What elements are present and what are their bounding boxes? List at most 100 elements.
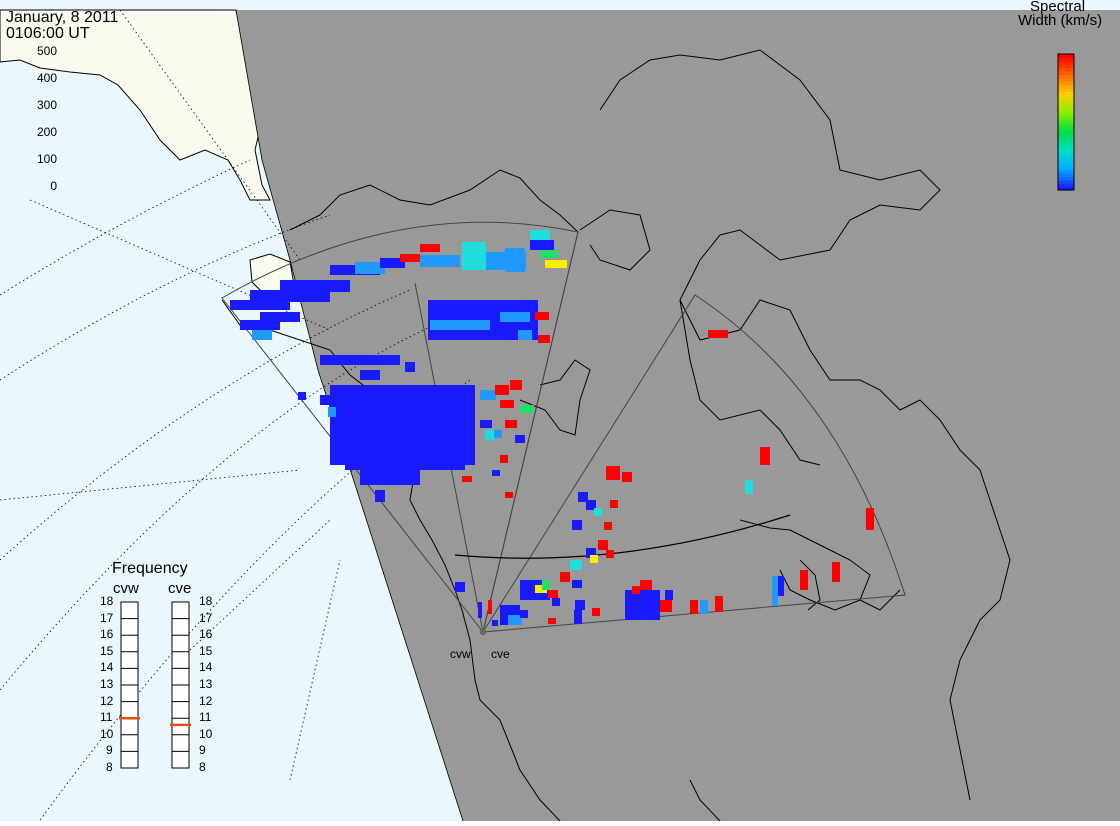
- colorbar-segment: [1058, 111, 1074, 116]
- frequency-tick-left: 11: [100, 710, 113, 725]
- radar-echo: [604, 522, 612, 530]
- radar-echo: [240, 320, 280, 330]
- colorbar-segment: [1058, 94, 1074, 99]
- radar-echo: [505, 248, 525, 272]
- border-line: [454, 514, 791, 559]
- colorbar-segment: [1058, 132, 1074, 137]
- colorbar-segment: [1058, 64, 1074, 69]
- radar-echo: [500, 312, 530, 322]
- colorbar-segment: [1058, 122, 1074, 126]
- radar-echo: [800, 570, 808, 590]
- radar-echo: [570, 560, 582, 570]
- colorbar-segment: [1058, 152, 1074, 157]
- radar-echo: [230, 300, 290, 310]
- radar-echo: [360, 370, 380, 380]
- radar-echo: [760, 447, 770, 465]
- radar-echo: [400, 254, 420, 262]
- frequency-tick-right: 13: [199, 677, 213, 691]
- frequency-tick-left: 18: [100, 594, 114, 608]
- frequency-tick-left: 17: [100, 610, 114, 625]
- radar-echo: [832, 562, 840, 582]
- radar-returns: [230, 230, 874, 626]
- colorbar-segment: [1058, 176, 1074, 181]
- radar-echo: [328, 407, 336, 417]
- radar-echo: [520, 610, 528, 618]
- frequency-tick-right: 8: [199, 760, 206, 774]
- radar-echo: [478, 602, 482, 618]
- radar-echo: [866, 508, 874, 530]
- radar-echo: [488, 600, 492, 614]
- radar-echo: [606, 550, 614, 558]
- radar-echo: [772, 576, 778, 606]
- radar-echo: [420, 255, 460, 267]
- radar-echo: [505, 492, 513, 498]
- frequency-tick-left: 14: [100, 660, 114, 675]
- colorbar-segment: [1058, 105, 1074, 109]
- frequency-label-cve: cve: [168, 580, 192, 597]
- colorbar-segment: [1058, 71, 1074, 75]
- radar-echo: [500, 400, 514, 408]
- colorbar-segment: [1058, 183, 1074, 188]
- radar-echo: [545, 260, 567, 268]
- radar-echo: [320, 355, 400, 365]
- radar-echo: [420, 244, 440, 252]
- frequency-tick-right: 10: [199, 726, 213, 741]
- radar-echo: [560, 572, 570, 582]
- radar-echo: [700, 600, 708, 614]
- radar-echo: [375, 490, 385, 502]
- radar-echo: [778, 576, 784, 596]
- radar-echo: [462, 242, 486, 270]
- frequency-tick-right: 17: [199, 610, 213, 625]
- radar-echo: [575, 600, 585, 610]
- colorbar-segment: [1058, 179, 1074, 184]
- colorbar-tick: 0: [50, 179, 57, 193]
- radar-echo: [298, 392, 306, 400]
- colorbar-segment: [1058, 77, 1074, 82]
- colorbar-segment: [1058, 57, 1074, 62]
- frequency-tick-right: 9: [199, 743, 206, 758]
- radar-echo: [455, 582, 465, 592]
- radar-echo: [586, 500, 596, 510]
- radar-echo: [598, 540, 608, 550]
- radar-echo: [592, 608, 600, 616]
- radar-echo: [640, 580, 652, 590]
- radar-echo: [492, 470, 500, 476]
- colorbar-segment: [1058, 60, 1074, 65]
- radar-echo: [485, 430, 495, 440]
- colorbar-segment: [1058, 156, 1074, 160]
- radar-echo: [535, 312, 549, 320]
- frequency-title: Frequency: [112, 560, 188, 577]
- colorbar-tick: 500: [36, 44, 57, 58]
- colorbar-segment: [1058, 88, 1074, 92]
- frequency-tick-right: 14: [199, 660, 213, 675]
- radar-echo: [574, 610, 582, 624]
- radar-echo: [715, 596, 723, 612]
- radar-echo: [360, 455, 420, 485]
- radar-echo: [586, 548, 596, 558]
- frequency-tick-right: 18: [199, 594, 213, 608]
- radar-echo: [430, 320, 490, 330]
- radar-echo: [632, 586, 640, 594]
- radar-echo: [280, 280, 350, 292]
- radar-echo: [690, 600, 698, 614]
- colorbar-segment: [1058, 128, 1074, 133]
- colorbar-segment: [1058, 98, 1074, 103]
- radar-echo: [548, 618, 556, 624]
- frequency-tick-left: 13: [100, 677, 114, 691]
- radar-echo: [665, 590, 673, 600]
- radar-label-cve: cve: [491, 647, 510, 661]
- radar-echo: [538, 335, 550, 343]
- colorbar-segment: [1058, 169, 1074, 174]
- colorbar-segment: [1058, 173, 1074, 177]
- colorbar-frame: [1057, 53, 1075, 191]
- radar-echo: [590, 555, 598, 563]
- terminator: [235, 9, 464, 822]
- radar-echo: [494, 430, 502, 438]
- radar-echo: [594, 508, 602, 516]
- colorbar-segment: [1058, 159, 1074, 164]
- colorbar-units: Width (km/s): [1018, 12, 1103, 29]
- radar-echo: [505, 420, 517, 428]
- radar-echo: [606, 466, 620, 480]
- date-label: January, 8 2011: [6, 9, 119, 26]
- radar-echo: [530, 230, 550, 240]
